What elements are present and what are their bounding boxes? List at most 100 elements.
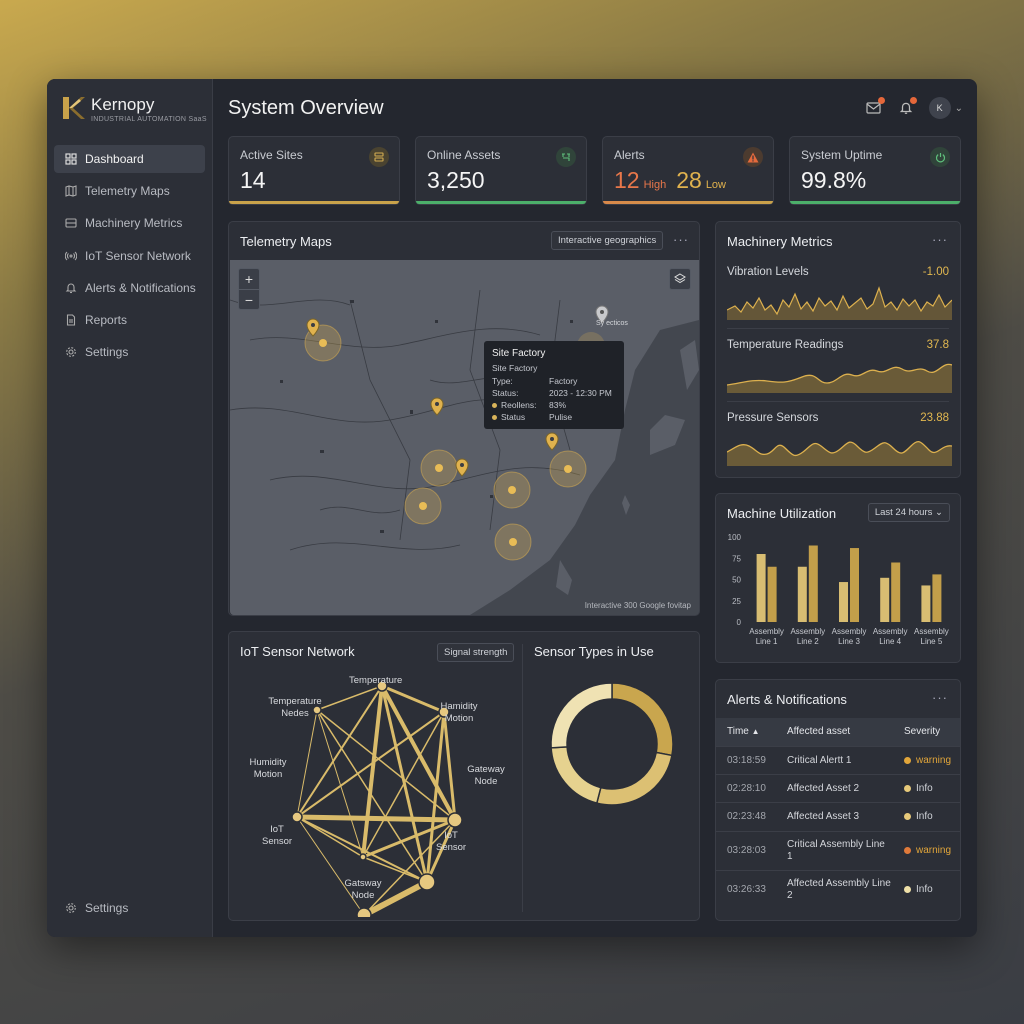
avatar[interactable]: K [928, 97, 951, 119]
alert-asset: Affected Asset 3 [787, 811, 860, 822]
main-content: System Overview K ⌄ Active Sites 14 Onli… [213, 79, 977, 937]
kpi-label: Alerts [614, 148, 645, 162]
brand-logo[interactable]: Kernopy INDUSTRIAL AUTOMATION SaaS [61, 95, 207, 123]
utilization-bar[interactable] [850, 548, 859, 622]
iot-sensor-panel: IoT Sensor Network Signal strength [228, 631, 700, 921]
kpi-online-assets[interactable]: Online Assets 3,250 [415, 136, 587, 205]
mail-notification-dot [877, 97, 885, 104]
sidebar-bottom-settings[interactable]: Settings [64, 901, 128, 915]
divider [727, 401, 949, 402]
x-tick-label: Line 3 [838, 637, 860, 646]
header-actions: K ⌄ [865, 97, 963, 119]
chevron-down-icon[interactable]: ⌄ [954, 102, 963, 114]
tooltip-row: Status: 2023 - 12:30 PM [492, 387, 616, 399]
map-view[interactable]: Sy ecticos + − Site Factory Site Factory… [230, 260, 699, 615]
more-icon[interactable]: ··· [932, 232, 948, 247]
tooltip-key: Reollens: [501, 400, 537, 410]
notification-dot [909, 97, 917, 104]
utilization-bar[interactable] [839, 582, 848, 622]
alerts-high-value: 12 [614, 167, 640, 193]
sidebar-item-reports[interactable]: Reports [54, 306, 205, 334]
page-title: System Overview [228, 97, 384, 119]
utilization-bar[interactable] [797, 566, 807, 622]
kpi-active-sites[interactable]: Active Sites 14 [228, 136, 400, 205]
sidebar-item-settings[interactable]: Settings [54, 338, 205, 366]
zoom-out-button[interactable]: − [239, 289, 259, 309]
utilization-bar[interactable] [767, 566, 777, 622]
map-city-label: Sy ecticos [596, 320, 628, 327]
sidebar-nav: Dashboard Telemetry Maps Machinery Metri… [54, 145, 205, 370]
site-tooltip: Site Factory Site Factory Type: Factory S… [484, 341, 624, 429]
donut-slice[interactable] [595, 751, 673, 806]
node-label: Temperature [349, 675, 403, 686]
table-row[interactable]: 03:18:59 Critical Alertt 1 warning [716, 746, 960, 774]
map-terrain [230, 260, 699, 615]
donut-slice[interactable] [550, 746, 602, 804]
kpi-system-uptime[interactable]: System Uptime 99.8% [789, 136, 961, 205]
y-tick-label: 50 [732, 576, 741, 585]
alerts-low-label: Low [705, 179, 726, 191]
utilization-bar[interactable] [891, 562, 901, 623]
kpi-alerts[interactable]: Alerts 12 High 28 Low [602, 136, 774, 205]
signal-icon [64, 249, 77, 262]
table-row[interactable]: 02:23:48 Affected Asset 3 Info [716, 802, 960, 831]
app-window: Kernopy INDUSTRIAL AUTOMATION SaaS Dashb… [47, 79, 977, 937]
grid-icon [64, 153, 77, 166]
mail-icon [866, 102, 881, 114]
time-range-dropdown[interactable]: Last 24 hours ⌄ [867, 503, 950, 522]
column-header-asset[interactable]: Affected asset [787, 726, 851, 737]
gear-icon [64, 346, 77, 359]
mail-button[interactable] [865, 97, 885, 117]
x-tick-label: Assembly [873, 627, 908, 636]
donut-slice[interactable] [611, 682, 674, 757]
x-tick-label: Line 1 [756, 637, 778, 646]
tooltip-value: 83% [549, 400, 567, 410]
alert-time: 02:28:10 [727, 783, 766, 794]
sidebar-item-alerts[interactable]: Alerts & Notifications [54, 274, 205, 302]
x-tick-label: Assembly [832, 627, 867, 636]
column-header-label: Time [727, 726, 749, 737]
utilization-bar[interactable] [808, 545, 818, 623]
sidebar-item-machinery-metrics[interactable]: Machinery Metrics [54, 209, 205, 237]
zoom-in-button[interactable]: + [244, 271, 254, 287]
sidebar-item-iot-sensor-network[interactable]: IoT Sensor Network [54, 242, 205, 270]
severity-dot [904, 757, 911, 764]
map-icon [64, 185, 77, 198]
utilization-bar[interactable] [932, 574, 942, 622]
column-header-severity[interactable]: Severity [904, 726, 941, 737]
chevron-down-icon: ⌄ [935, 507, 943, 518]
more-icon[interactable]: ··· [932, 690, 948, 705]
sidebar-item-telemetry-maps[interactable]: Telemetry Maps [54, 177, 205, 205]
alert-time: 03:18:59 [727, 755, 766, 766]
temperature-sparkline [727, 363, 952, 393]
sidebar-item-label: Settings [85, 345, 129, 360]
donut-slice[interactable] [550, 682, 613, 749]
notifications-button[interactable] [897, 97, 917, 117]
alert-asset: Affected Asset 2 [787, 783, 860, 794]
kpi-value: 3,250 [427, 167, 485, 193]
node-label: IoT Sensor [262, 824, 293, 847]
utilization-bar[interactable] [880, 577, 890, 622]
y-tick-label: 25 [732, 597, 741, 606]
brand-subtitle: INDUSTRIAL AUTOMATION SaaS [91, 116, 207, 123]
sidebar-item-label: Alerts & Notifications [85, 280, 196, 295]
utilization-bar[interactable] [756, 554, 766, 622]
map-mode-dropdown[interactable]: Interactive geographics [551, 231, 664, 250]
table-row[interactable]: 03:28:03 Critical Assembly Line 1 warnin… [716, 831, 960, 870]
layers-button[interactable] [669, 268, 691, 290]
tooltip-subtitle: Site Factory [492, 363, 538, 373]
sidebar-item-dashboard[interactable]: Dashboard [54, 145, 205, 173]
power-icon [930, 147, 950, 167]
table-row[interactable]: 03:26:33 Affected Assembly Line 2 Info [716, 870, 960, 909]
panel-title: Sensor Types in Use [534, 644, 654, 659]
alerts-high-label: High [643, 179, 667, 191]
sensor-network-graph [291, 680, 463, 917]
utilization-bar[interactable] [921, 585, 931, 622]
column-header-time[interactable]: Time ▲ [727, 726, 760, 737]
alerts-table-header: Time ▲ Affected asset Severity [716, 718, 960, 746]
status-dot [492, 403, 497, 409]
table-row[interactable]: 02:28:10 Affected Asset 2 Info [716, 774, 960, 802]
signal-strength-filter[interactable]: Signal strength [437, 643, 515, 662]
more-icon[interactable]: ··· [673, 232, 689, 247]
severity-dot [904, 886, 911, 893]
